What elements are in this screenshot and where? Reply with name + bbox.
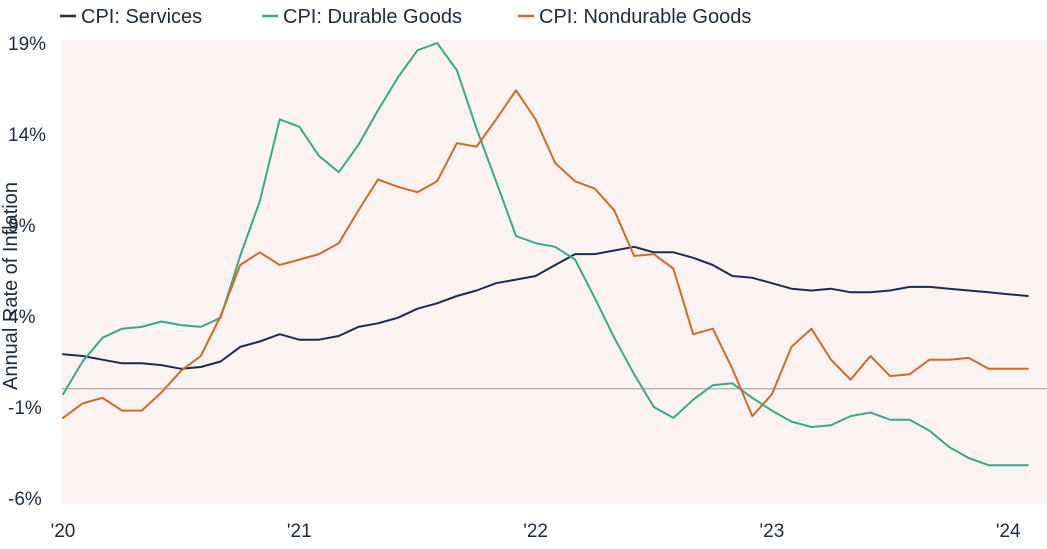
series-line-1 (62, 245, 1029, 370)
legend-label: CPI: Durable Goods (283, 6, 462, 28)
x-tick-label: '21 (287, 521, 312, 542)
legend-label: CPI: Services (81, 6, 202, 28)
y-tick-label: -1% (8, 398, 42, 419)
plot-background (62, 40, 1047, 504)
x-tick-label: '20 (51, 521, 76, 542)
legend-item: CPI: Nondurable Goods (518, 6, 751, 28)
x-tick-label: '24 (996, 521, 1021, 542)
y-axis-ticks: -6% -1% 4% 9% 14% 19% (8, 34, 46, 510)
y-tick-label: 4% (8, 307, 36, 328)
y-axis-label: Annual Rate of Inflation (0, 182, 22, 390)
y-tick-label: 9% (8, 216, 36, 237)
legend-label: CPI: Nondurable Goods (539, 6, 751, 28)
x-axis-ticks: '20 '21 '22 '23 '24 (51, 521, 1021, 542)
x-tick-label: '23 (760, 521, 785, 542)
y-tick-label: 14% (8, 125, 46, 146)
series-line-3 (62, 89, 1029, 419)
x-tick-label: '22 (523, 521, 548, 542)
legend-item: CPI: Durable Goods (262, 6, 462, 28)
legend: CPI: Services CPI: Durable Goods CPI: Nond… (60, 6, 751, 28)
y-tick-label: -6% (8, 489, 42, 510)
series-lines (62, 42, 1029, 467)
legend-item: CPI: Services (60, 6, 202, 28)
y-tick-label: 19% (8, 34, 46, 55)
